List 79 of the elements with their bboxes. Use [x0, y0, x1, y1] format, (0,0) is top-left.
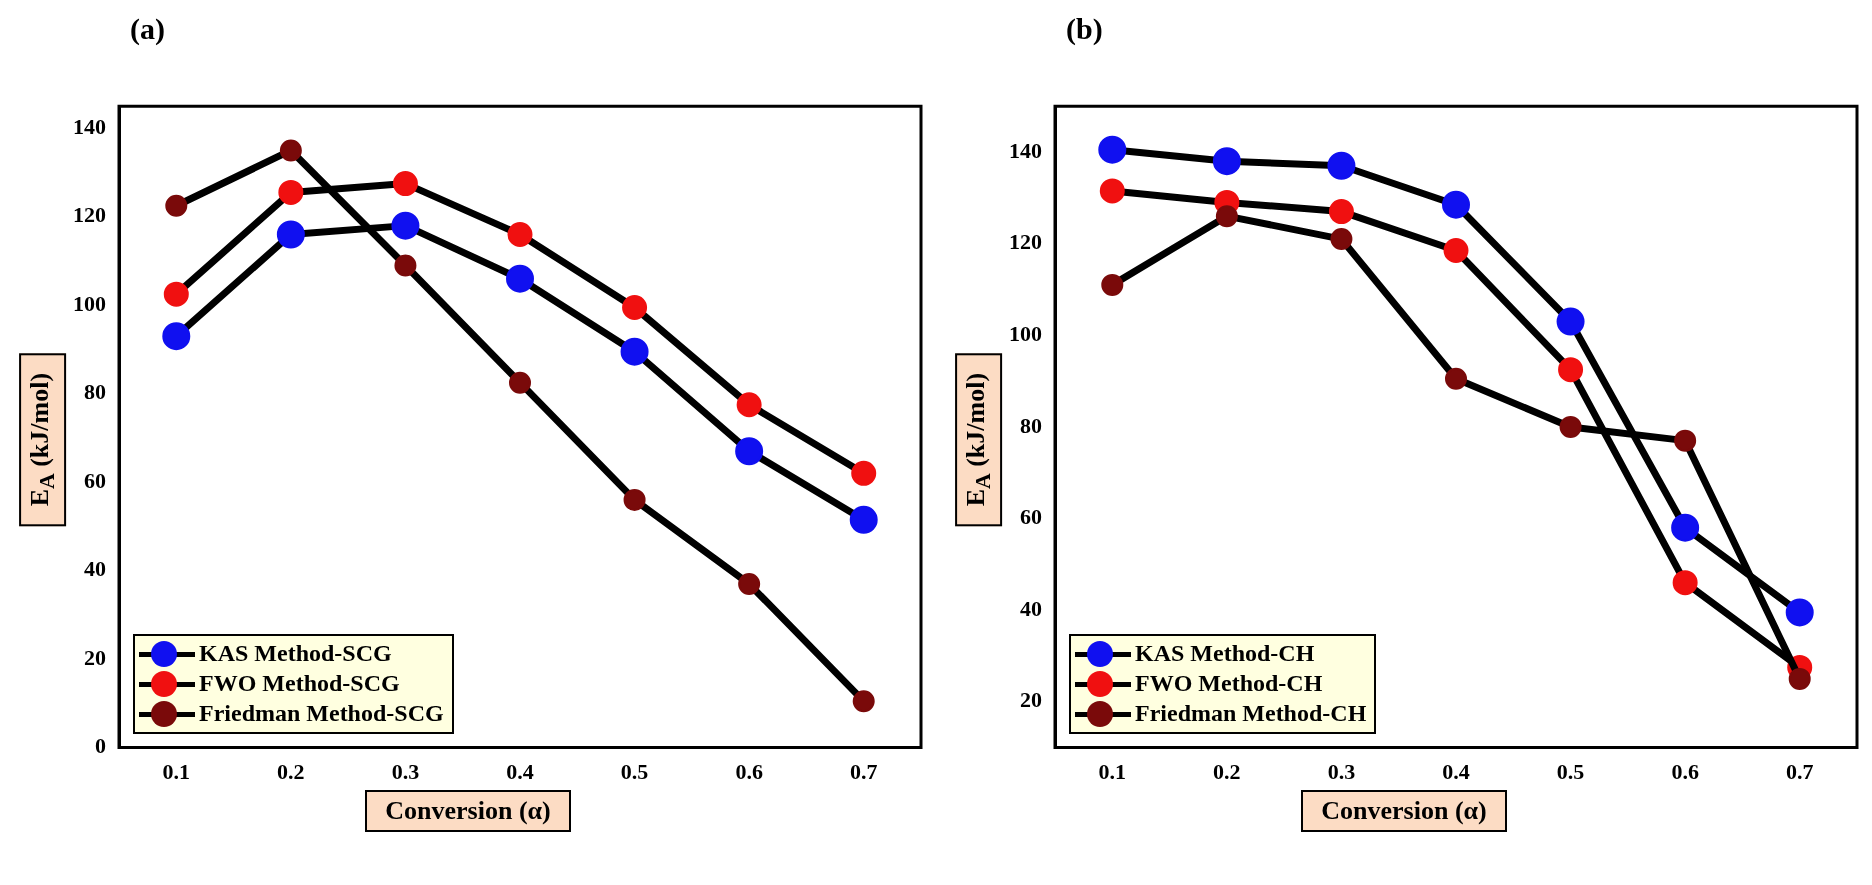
- point: [1674, 429, 1697, 452]
- point: [506, 264, 534, 293]
- legend-label: KAS Method-CH: [1135, 640, 1315, 668]
- point: [1785, 598, 1814, 627]
- point: [1788, 667, 1811, 690]
- point: [851, 460, 877, 486]
- point: [1327, 151, 1356, 180]
- x-tick-label: 0.2: [1213, 759, 1241, 785]
- point: [1442, 190, 1470, 219]
- y-tick-label: 80: [84, 379, 106, 405]
- point: [278, 179, 304, 205]
- x-tick-label: 0.3: [391, 759, 420, 785]
- point: [1443, 238, 1469, 264]
- point: [622, 294, 648, 320]
- point: [1559, 415, 1582, 438]
- y-tick-label: 0: [95, 733, 106, 759]
- y-tick-label: 100: [1009, 320, 1042, 346]
- y-tick-label: 100: [73, 290, 106, 316]
- point: [1558, 357, 1584, 383]
- y-tick-label: 120: [73, 202, 106, 228]
- point: [276, 220, 305, 249]
- point: [1672, 570, 1698, 596]
- point: [162, 322, 191, 351]
- y-tick-label: 80: [1020, 412, 1042, 438]
- point: [1099, 178, 1125, 204]
- chart-title: (b): [1066, 12, 1103, 46]
- point: [391, 211, 420, 240]
- legend-label: Friedman Method-CH: [1135, 700, 1367, 728]
- x-tick-label: 0.1: [1098, 759, 1127, 785]
- x-tick-label: 0.6: [1671, 759, 1699, 785]
- legend-label: KAS Method-SCG: [199, 640, 392, 668]
- y-tick-label: 20: [1020, 687, 1042, 713]
- chart-title: (a): [130, 12, 165, 46]
- x-tick-label: 0.1: [162, 759, 191, 785]
- point: [852, 690, 875, 713]
- legend-label: Friedman Method-SCG: [199, 700, 444, 728]
- point: [1098, 135, 1127, 164]
- y-tick-label: 60: [84, 467, 106, 493]
- point: [165, 194, 188, 217]
- y-tick-label: 20: [84, 644, 106, 670]
- y-tick-label: 60: [1020, 504, 1042, 530]
- point: [736, 392, 762, 418]
- point: [1330, 228, 1353, 251]
- point: [849, 505, 878, 534]
- x-tick-label: 0.6: [735, 759, 763, 785]
- x-tick-label: 0.7: [849, 759, 878, 785]
- x-tick-label: 0.3: [1327, 759, 1356, 785]
- point: [279, 139, 302, 162]
- point: [1671, 513, 1700, 542]
- legend-label: FWO Method-CH: [1135, 670, 1323, 698]
- y-tick-label: 120: [1009, 229, 1042, 255]
- point: [1328, 199, 1354, 225]
- point: [1215, 205, 1238, 228]
- x-axis-title: Conversion (α): [1301, 790, 1507, 832]
- x-tick-label: 0.2: [277, 759, 305, 785]
- point: [623, 488, 646, 511]
- y-tick-label: 140: [1009, 137, 1042, 163]
- y-tick-label: 40: [84, 556, 106, 582]
- point: [507, 221, 533, 247]
- point: [392, 171, 418, 197]
- legend-label: FWO Method-SCG: [199, 670, 400, 698]
- point: [1212, 147, 1241, 176]
- point: [735, 437, 764, 466]
- point: [1101, 273, 1124, 296]
- x-tick-label: 0.4: [506, 759, 534, 785]
- y-tick-label: 140: [73, 114, 106, 139]
- point: [738, 572, 761, 595]
- x-axis-title: Conversion (α): [365, 790, 571, 832]
- point: [394, 254, 417, 277]
- point: [1556, 307, 1585, 336]
- point: [620, 337, 649, 366]
- point: [163, 281, 189, 307]
- y-tick-label: 40: [1020, 595, 1042, 621]
- x-tick-label: 0.4: [1442, 759, 1470, 785]
- point: [509, 371, 531, 394]
- x-tick-label: 0.5: [1556, 759, 1585, 785]
- x-tick-label: 0.5: [620, 759, 649, 785]
- x-tick-label: 0.7: [1785, 759, 1814, 785]
- point: [1445, 367, 1467, 390]
